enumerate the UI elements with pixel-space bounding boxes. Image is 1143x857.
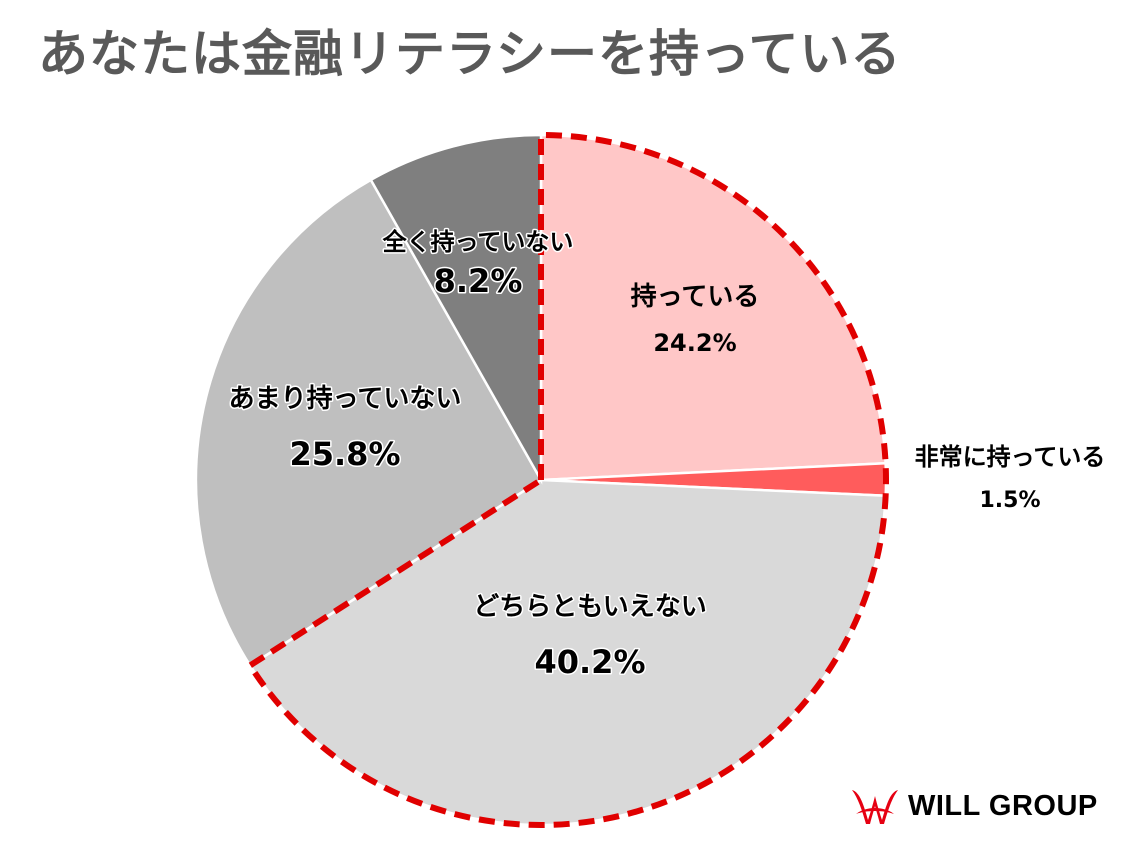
brand-name: WILL GROUP xyxy=(908,789,1098,822)
slice-label-4: あまり持っていない xyxy=(229,384,462,414)
highlight-outline xyxy=(247,132,889,828)
brand-logo: WILL GROUP xyxy=(850,786,1098,826)
brand-mark-icon xyxy=(852,790,898,824)
slice-label-5: 全く持っていない xyxy=(382,228,574,256)
pie-slice-4 xyxy=(194,178,543,668)
chart-title: あなたは金融リテラシーを持っている xyxy=(38,25,902,83)
slice-value-label-5: 8.2% xyxy=(434,262,523,300)
slice-value-label-2: 1.5% xyxy=(979,488,1040,513)
slice-label-3: どちらともいえない xyxy=(473,592,706,622)
slice-value-label-4: 25.8% xyxy=(289,435,400,473)
slice-label-1: 持っている xyxy=(631,282,760,312)
pie-slice-5 xyxy=(369,133,543,485)
slice-value-label-3: 40.2% xyxy=(534,643,645,681)
slice-value-label-1: 24.2% xyxy=(653,329,736,357)
slice-label-2: 非常に持っている xyxy=(915,443,1106,471)
